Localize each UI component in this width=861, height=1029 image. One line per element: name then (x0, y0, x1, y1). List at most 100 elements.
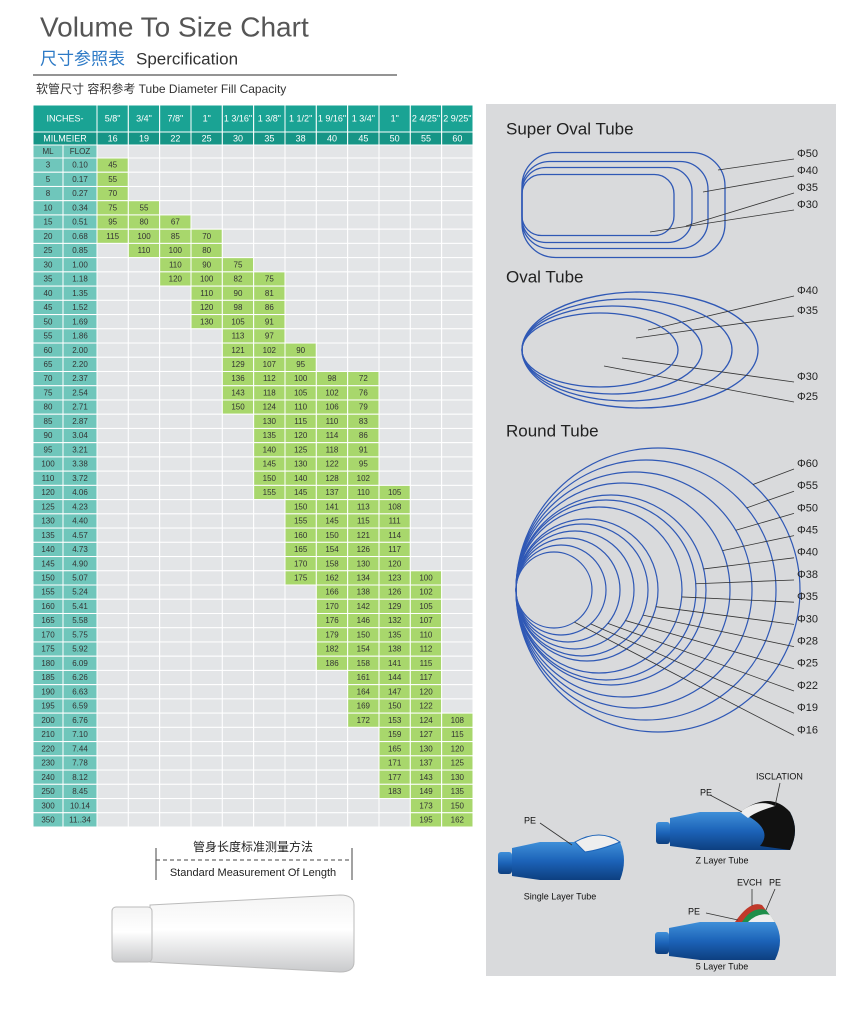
blank-cell-bg (409, 356, 443, 373)
diameter-label: Φ35 (797, 305, 818, 317)
blank-cell-bg (284, 214, 317, 230)
label-pe: PE (524, 815, 536, 825)
capacity-cell: 107 (263, 360, 277, 369)
ml-cell: 80 (44, 403, 53, 412)
capacity-cell: 134 (357, 574, 371, 583)
floz-cell: 5.41 (72, 602, 88, 611)
blank-cell-bg (127, 527, 161, 543)
blank-cell-bg (96, 655, 129, 671)
capacity-cell: 130 (200, 317, 214, 326)
capacity-cell: 97 (265, 332, 274, 341)
blank-cell-bg (127, 328, 161, 344)
blank-cell-bg (159, 655, 192, 671)
blank-cell-bg (441, 257, 474, 273)
blank-cell-bg (127, 812, 161, 828)
blank-cell-bg (347, 242, 380, 259)
blank-cell-bg (159, 314, 192, 330)
floz-cell: 7.78 (72, 759, 88, 768)
capacity-cell: 150 (325, 531, 339, 540)
diameter-label: Φ55 (797, 480, 818, 492)
capacity-cell: 149 (419, 787, 433, 796)
blank-cell-bg (409, 299, 443, 316)
blank-cell-bg (441, 399, 474, 415)
blank-cell-bg (315, 200, 349, 216)
mm-header: 50 (390, 133, 400, 143)
blank-cell-bg (253, 655, 286, 671)
ml-cell: 8 (46, 189, 51, 198)
blank-cell-bg (127, 356, 161, 373)
blank-cell-bg (190, 356, 223, 373)
blank-cell-bg (221, 456, 255, 472)
blank-cell-bg (159, 812, 192, 828)
oval-outline (521, 312, 679, 388)
blank-cell-bg (190, 171, 223, 187)
blank-cell-bg (190, 442, 223, 458)
measurement-cn: 管身长度标准测量方法 (193, 839, 313, 854)
blank-cell-bg (253, 783, 286, 800)
blank-cell-bg (347, 228, 380, 244)
blank-cell-bg (96, 513, 129, 529)
floz-cell: 6.59 (72, 702, 88, 711)
blank-cell-bg (127, 627, 161, 643)
blank-cell-bg (96, 783, 129, 800)
capacity-cell: 130 (263, 417, 277, 426)
blank-cell-bg (378, 271, 411, 287)
blank-cell-bg (284, 228, 317, 244)
ml-cell: 190 (41, 687, 55, 696)
blank-cell-bg (347, 812, 380, 828)
label-pe: PE (688, 906, 700, 916)
blank-cell-bg (441, 499, 474, 515)
ml-cell: 220 (41, 744, 55, 753)
blank-cell-bg (190, 755, 223, 771)
blank-cell-bg (409, 470, 443, 486)
ml-cell: 135 (41, 531, 55, 540)
blank-cell-bg (441, 171, 474, 187)
blank-cell-bg (347, 755, 380, 771)
blank-cell-bg (127, 413, 161, 429)
blank-cell-bg (96, 442, 129, 458)
blank-cell-bg (347, 356, 380, 373)
capacity-cell: 125 (451, 759, 465, 768)
blank-cell-bg (441, 328, 474, 344)
capacity-cell: 130 (451, 773, 465, 782)
blank-cell-bg (441, 427, 474, 444)
blank-cell-bg (347, 257, 380, 273)
capacity-cell: 111 (389, 517, 402, 526)
blank-cell-bg (315, 726, 349, 743)
capacity-cell: 110 (200, 289, 213, 298)
blank-cell-bg (96, 285, 129, 301)
blank-cell-bg (190, 157, 223, 173)
blank-cell-bg (378, 314, 411, 330)
blank-cell-bg (190, 185, 223, 202)
inches-header: 1 3/8" (258, 113, 281, 123)
blank-cell-bg (347, 342, 380, 358)
blank-cell-bg (315, 157, 349, 173)
diameter-label: Φ45 (797, 525, 818, 537)
capacity-cell: 118 (326, 445, 339, 454)
blank-cell-bg (159, 598, 192, 614)
ml-cell: 50 (44, 317, 53, 326)
blank-cell-bg (221, 171, 255, 187)
floz-cell: 3.21 (72, 445, 88, 454)
leader-line (735, 513, 795, 531)
capacity-cell: 124 (263, 403, 277, 412)
blank-cell-bg (96, 371, 129, 387)
ml-cell: 170 (41, 630, 55, 639)
blank-cell-bg (159, 299, 192, 316)
capacity-cell: 112 (420, 645, 433, 654)
blank-cell-bg (284, 314, 317, 330)
blank-cell-bg (221, 755, 255, 771)
blank-cell-bg (190, 484, 223, 501)
blank-cell-bg (441, 655, 474, 671)
capacity-cell: 95 (296, 360, 305, 369)
blank-cell-bg (159, 470, 192, 486)
blank-cell-bg (253, 726, 286, 743)
leader-line (695, 579, 795, 585)
capacity-cell: 146 (357, 616, 371, 625)
blank-cell-bg (409, 456, 443, 472)
blank-cell-bg (347, 285, 380, 301)
blank-cell-bg (315, 342, 349, 358)
blank-cell-bg (284, 257, 317, 273)
blank-cell-bg (441, 271, 474, 287)
mm-header: 55 (421, 133, 431, 143)
